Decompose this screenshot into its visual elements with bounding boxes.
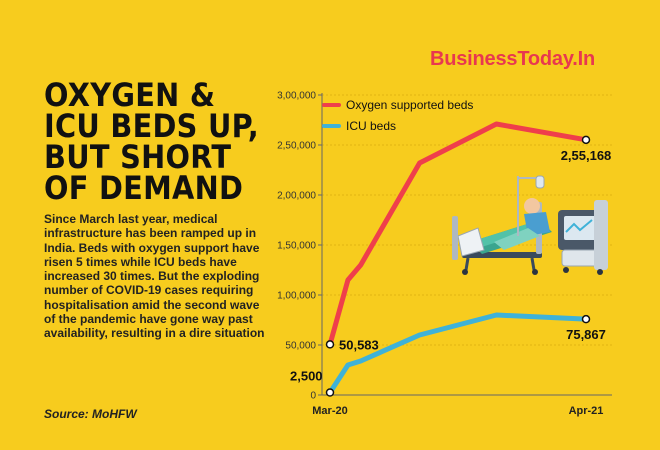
description-text: Since March last year, medical infrastru… [44,212,265,341]
headline-line: ICU BEDS UP, [44,107,259,145]
headline-line: BUT SHORT [44,138,232,176]
headline: OXYGEN & ICU BEDS UP, BUT SHORT OF DEMAN… [44,76,260,207]
y-tick-label: 50,000 [285,341,316,352]
y-tick-label: 3,00,000 [277,91,316,102]
hospital-bed-icon [452,175,608,275]
source-note: Source: MoHFW [44,407,137,421]
series-line-oxygen [327,121,589,347]
data-point-icu [581,314,591,324]
data-point-icu [325,388,335,397]
y-tick-label: 1,00,000 [277,291,316,302]
x-tick-label: Mar-20 [312,405,347,417]
headline-line: OXYGEN & [44,76,216,114]
x-tick-label: Apr-21 [569,405,604,417]
y-axis: 0 50,000 1,00,000 1,50,000 2,00,000 2,50,000 3… [277,91,323,402]
brand-logo: BusinessToday.In [430,48,595,70]
data-label-icu-end: 75,867 [566,327,606,342]
headline-line: OF DEMAND [44,169,244,207]
y-tick-label: 1,50,000 [277,241,316,252]
series-lines [327,121,589,395]
data-label-oxygen-end: 2,55,168 [561,148,612,163]
data-point-oxygen [581,135,591,145]
y-tick-label: 0 [310,391,316,402]
series-line-icu [327,312,589,395]
y-tick-label: 2,50,000 [277,141,316,152]
legend-label-icu: ICU beds [346,119,396,133]
data-labels: 50,583 2,55,168 2,500 75,867 [290,148,611,384]
data-point-oxygen [325,340,335,349]
series-markers [325,135,591,397]
data-label-icu-start: 2,500 [290,369,323,384]
y-tick-label: 2,00,000 [277,191,316,202]
legend: Oxygen supported beds ICU beds [322,98,473,133]
x-axis: Mar-20 Apr-21 [312,394,612,417]
data-label-oxygen-start: 50,583 [339,337,379,352]
legend-label-oxygen: Oxygen supported beds [346,98,473,112]
